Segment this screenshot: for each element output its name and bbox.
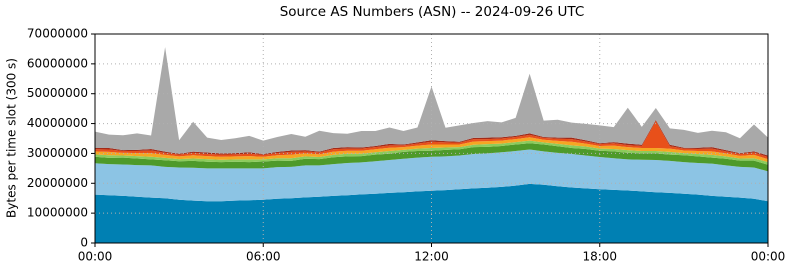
y-tick-label: 50000000 [27, 86, 88, 100]
chart-title: Source AS Numbers (ASN) -- 2024-09-26 UT… [280, 4, 585, 20]
plot-frame [94, 33, 769, 244]
x-tick-label: 06:00 [246, 250, 281, 264]
y-tick-label: 10000000 [27, 206, 88, 220]
area [95, 47, 768, 156]
y-tick-label: 70000000 [27, 27, 88, 41]
y-axis-label: Bytes per time slot (300 s) [5, 58, 19, 218]
y-tick-label: 40000000 [27, 116, 88, 130]
y-tick-label: 60000000 [27, 56, 88, 70]
x-tick-label: 18:00 [582, 250, 617, 264]
x-tick-label: 00:00 [78, 250, 113, 264]
area [95, 140, 768, 165]
y-tick-label: 0 [80, 236, 88, 250]
x-tick-label: 00:00 [751, 250, 786, 264]
y-tick-label: 20000000 [27, 176, 88, 190]
y-tick-label: 30000000 [27, 146, 88, 160]
area [95, 143, 768, 172]
area [95, 137, 768, 163]
x-tick-label: 12:00 [414, 250, 449, 264]
